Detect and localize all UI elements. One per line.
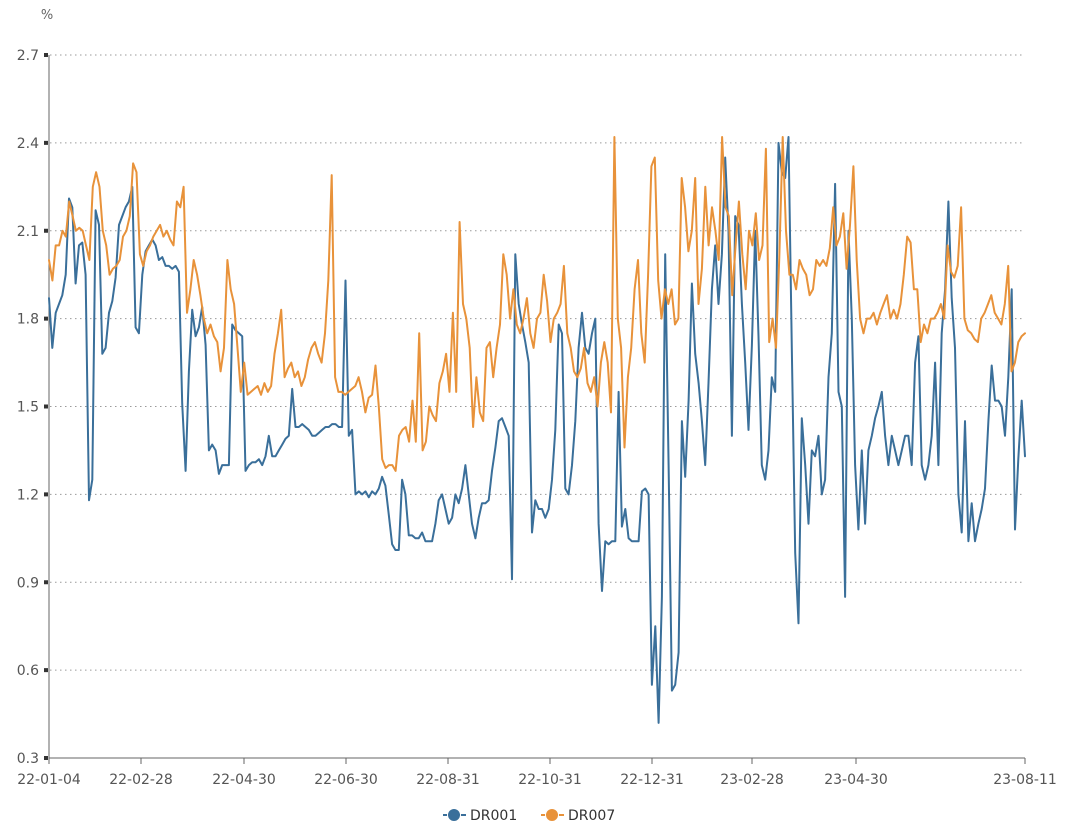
y-tick-label: 2.7 (17, 48, 39, 64)
y-tick-label: 1.8 (17, 312, 39, 328)
x-tick-label: 23-08-11 (993, 772, 1057, 788)
legend-label-dr007: DR007 (568, 808, 615, 824)
y-tick-label: 2.1 (17, 224, 39, 240)
x-tick-label: 22-01-04 (17, 772, 81, 788)
y-tick-label: 2.4 (17, 136, 39, 152)
legend[interactable]: DR001 DR007 (443, 808, 615, 824)
legend-label-dr001: DR001 (470, 808, 517, 824)
x-tick-label: 23-02-28 (720, 772, 784, 788)
series-line-dr001 (48, 136, 1026, 724)
x-tick-label: 22-02-28 (109, 772, 173, 788)
y-tick-mark (44, 580, 48, 585)
y-tick-mark (44, 316, 48, 321)
y-tick-mark (44, 140, 48, 145)
y-tick-label: 1.2 (17, 487, 39, 503)
y-ticks: 0.3 0.6 0.9 1.2 1.5 1.8 2.1 2.4 2.7 (17, 48, 48, 767)
y-tick-label: 0.9 (17, 575, 39, 591)
x-tick-label: 22-06-30 (314, 772, 378, 788)
y-unit-label: % (41, 8, 53, 23)
legend-item-dr001[interactable]: DR001 (443, 808, 517, 824)
x-ticks: 22-01-04 22-02-28 22-04-30 22-06-30 22-08-31… (17, 758, 1057, 788)
x-tick-label: 22-08-31 (416, 772, 480, 788)
legend-item-dr007[interactable]: DR007 (541, 808, 615, 824)
gridlines (50, 54, 1025, 671)
series-line-dr007 (48, 136, 1026, 472)
y-tick-mark (44, 404, 48, 409)
y-tick-label: 0.3 (17, 751, 39, 767)
x-tick-label: 22-04-30 (212, 772, 276, 788)
legend-marker-dr007 (545, 808, 559, 822)
y-tick-mark (44, 53, 48, 57)
y-tick-label: 1.5 (17, 400, 39, 416)
axes: % (41, 8, 1025, 759)
y-tick-mark (44, 756, 48, 760)
x-tick-label: 22-12-31 (620, 772, 684, 788)
y-tick-mark (44, 492, 48, 497)
x-tick-label: 22-10-31 (518, 772, 582, 788)
y-tick-label: 0.6 (17, 663, 39, 679)
legend-marker-dr001 (447, 808, 461, 822)
y-tick-mark (44, 228, 48, 233)
y-tick-mark (44, 668, 48, 673)
series-lines (48, 136, 1026, 724)
x-tick-label: 23-04-30 (824, 772, 888, 788)
